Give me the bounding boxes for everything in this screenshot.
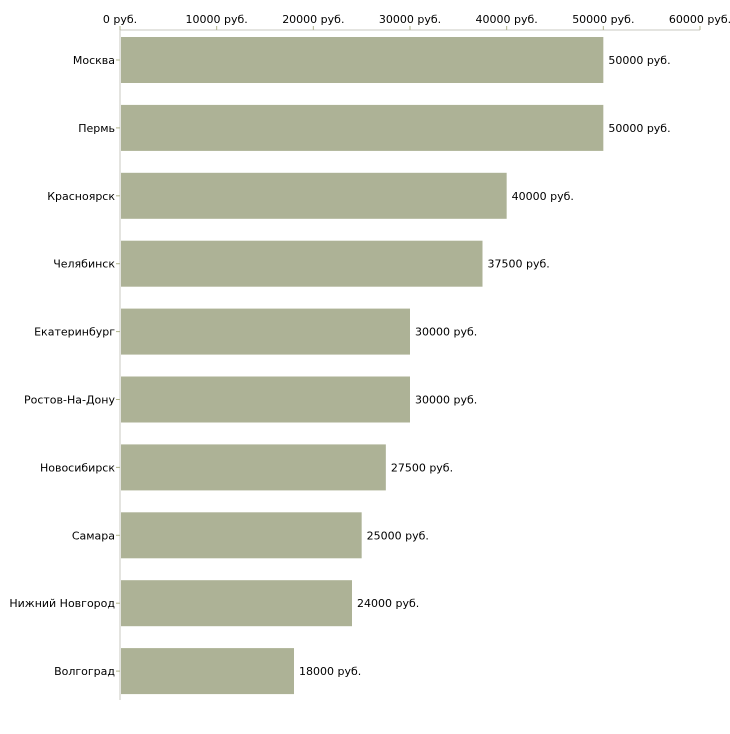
category-label: Нижний Новгород — [9, 597, 115, 610]
x-tick-label: 40000 руб. — [476, 13, 538, 26]
data-label: 25000 руб. — [367, 529, 429, 542]
data-label: 27500 руб. — [391, 461, 453, 474]
x-tick-label: 10000 руб. — [186, 13, 248, 26]
bar — [121, 308, 410, 355]
category-label: Челябинск — [53, 258, 115, 271]
category-label: Красноярск — [47, 190, 115, 203]
category-label: Пермь — [78, 122, 115, 135]
bar — [121, 104, 604, 151]
bar — [121, 444, 386, 491]
bar — [121, 240, 483, 287]
category-label: Самара — [72, 529, 115, 542]
x-tick-label: 20000 руб. — [282, 13, 344, 26]
bar — [121, 172, 507, 219]
data-label: 30000 руб. — [415, 326, 477, 339]
x-tick-label: 50000 руб. — [572, 13, 634, 26]
data-label: 24000 руб. — [357, 597, 419, 610]
x-tick-label: 30000 руб. — [379, 13, 441, 26]
data-label: 50000 руб. — [608, 122, 670, 135]
data-label: 37500 руб. — [488, 258, 550, 271]
x-tick-label: 60000 руб. — [669, 13, 730, 26]
bar — [121, 580, 352, 627]
bar — [121, 376, 410, 423]
category-label: Новосибирск — [40, 461, 115, 474]
data-label: 50000 руб. — [608, 54, 670, 67]
category-label: Екатеринбург — [34, 326, 115, 339]
data-label: 40000 руб. — [512, 190, 574, 203]
category-label: Москва — [73, 54, 115, 67]
bar — [121, 37, 604, 83]
bar — [121, 512, 362, 559]
category-label: Волгоград — [54, 665, 115, 678]
data-label: 30000 руб. — [415, 394, 477, 407]
x-tick-label: 0 руб. — [103, 13, 137, 26]
category-label: Ростов-На-Дону — [24, 394, 115, 407]
data-label: 18000 руб. — [299, 665, 361, 678]
bar — [121, 648, 294, 695]
